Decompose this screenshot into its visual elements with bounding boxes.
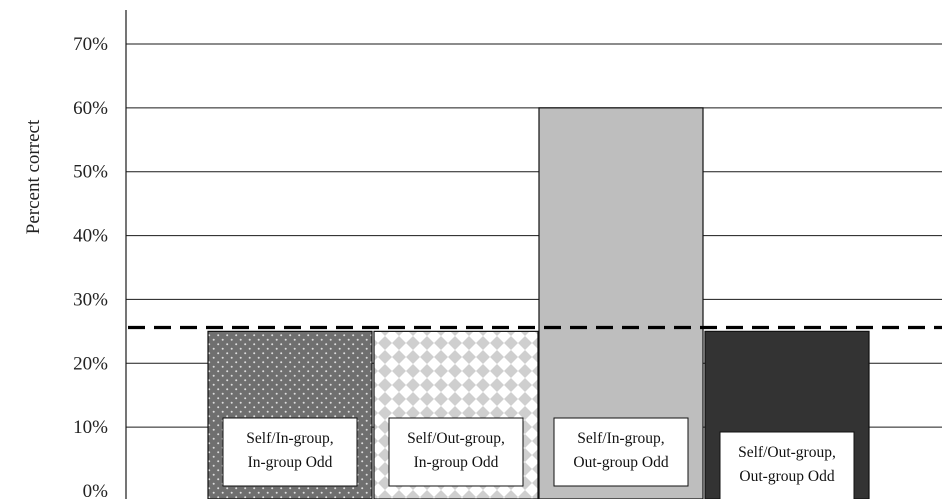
y-tick-label: 20% [73,353,108,374]
bar-category-label: Self/In-group, [577,430,664,447]
bar-category-label: Self/Out-group, [738,444,836,461]
bar-category-label: Self/Out-group, [407,430,505,447]
y-tick-label: 50% [73,162,108,183]
bar-category-label: In-group Odd [248,454,333,471]
y-axis-title: Percent correct [23,119,44,234]
bar-label-box [388,417,524,487]
y-tick-label: 0% [83,481,109,499]
bar-label-box [222,417,358,487]
y-tick-label: 40% [73,226,108,247]
y-tick-label: 60% [73,98,108,119]
y-tick-label: 30% [73,289,108,310]
bar-category-label: Self/In-group, [246,430,333,447]
axes: 0% 10% 20% 30% 40% 50% 60% 70% [73,10,127,499]
bar-category-label: Out-group Odd [739,468,834,485]
bar-label-box [553,417,689,487]
y-tick-label: 10% [73,417,108,438]
bar-labels: Self/In-group, In-group Odd Self/Out-group… [222,417,855,499]
bar-label-box [719,431,855,499]
y-tick-label: 70% [73,34,108,55]
bar-category-label: In-group Odd [414,454,499,471]
bar-category-label: Out-group Odd [573,454,668,471]
